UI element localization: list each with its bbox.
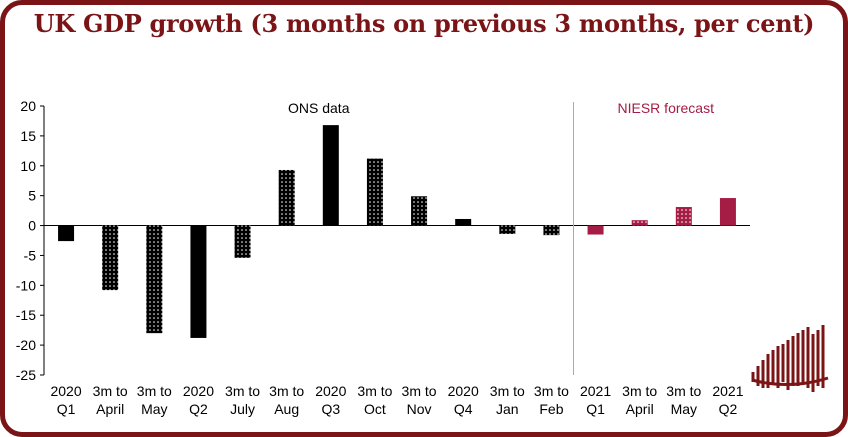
x-tick-label: 2020 [50, 383, 81, 399]
x-tick-label: May [141, 401, 167, 417]
bar [102, 225, 119, 291]
bar [322, 125, 339, 226]
chart-title: UK GDP growth (3 months on previous 3 mo… [33, 9, 815, 38]
x-tick-label: 2020 [315, 383, 346, 399]
x-tick-label: 3m to [225, 383, 260, 399]
y-tick-label: 20 [20, 98, 36, 114]
x-tick-label: 3m to [534, 383, 569, 399]
x-tick-label: Nov [407, 401, 432, 417]
x-tick-label: 3m to [490, 383, 525, 399]
bar [278, 169, 295, 226]
x-tick-label: April [96, 401, 124, 417]
bar [234, 225, 251, 258]
x-tick-label: 3m to [93, 383, 128, 399]
x-tick-label: Q3 [321, 401, 340, 417]
y-tick-label: -10 [16, 277, 36, 293]
y-tick-label: -20 [16, 337, 36, 353]
x-tick-label: 2021 [712, 383, 743, 399]
bar [543, 225, 560, 236]
bar [455, 218, 472, 226]
x-tick-label: Aug [274, 401, 299, 417]
bar [675, 207, 692, 226]
x-tick-label: 2020 [448, 383, 479, 399]
x-tick-label: May [671, 401, 697, 417]
y-tick-label: 5 [28, 188, 36, 204]
bar [719, 198, 736, 226]
bar [631, 220, 648, 226]
x-tick-label: April [626, 401, 654, 417]
x-tick-label: Q1 [57, 401, 76, 417]
x-tick-label: 3m to [269, 383, 304, 399]
ons-data-label: ONS data [288, 100, 350, 116]
x-tick-label: 2020 [183, 383, 214, 399]
x-tick-label: Q1 [586, 401, 605, 417]
y-tick-label: -25 [16, 367, 36, 383]
bar [499, 225, 516, 234]
bar [411, 196, 428, 226]
y-tick-label: 15 [20, 128, 36, 144]
y-tick-label: -5 [24, 247, 37, 263]
x-tick-label: Q2 [189, 401, 208, 417]
x-tick-label: Q2 [719, 401, 738, 417]
y-tick-label: 0 [28, 218, 36, 234]
x-tick-label: Oct [364, 401, 386, 417]
y-tick-label: 10 [20, 158, 36, 174]
y-tick-label: -15 [16, 307, 36, 323]
x-tick-label: 2021 [580, 383, 611, 399]
bar [190, 225, 207, 338]
bar [58, 225, 75, 242]
x-tick-label: 3m to [622, 383, 657, 399]
x-tick-label: Q4 [454, 401, 473, 417]
forecast-label: NIESR forecast [618, 100, 715, 116]
x-tick-label: 3m to [402, 383, 437, 399]
bar [146, 225, 163, 334]
x-tick-label: 3m to [357, 383, 392, 399]
logo-curve [751, 376, 829, 387]
x-tick-label: 3m to [666, 383, 701, 399]
x-tick-label: Jan [496, 401, 519, 417]
x-tick-label: July [230, 401, 255, 417]
niesr-logo [751, 325, 829, 392]
bar [587, 225, 604, 235]
x-tick-label: Feb [539, 401, 563, 417]
bar [366, 158, 383, 226]
x-tick-label: 3m to [137, 383, 172, 399]
